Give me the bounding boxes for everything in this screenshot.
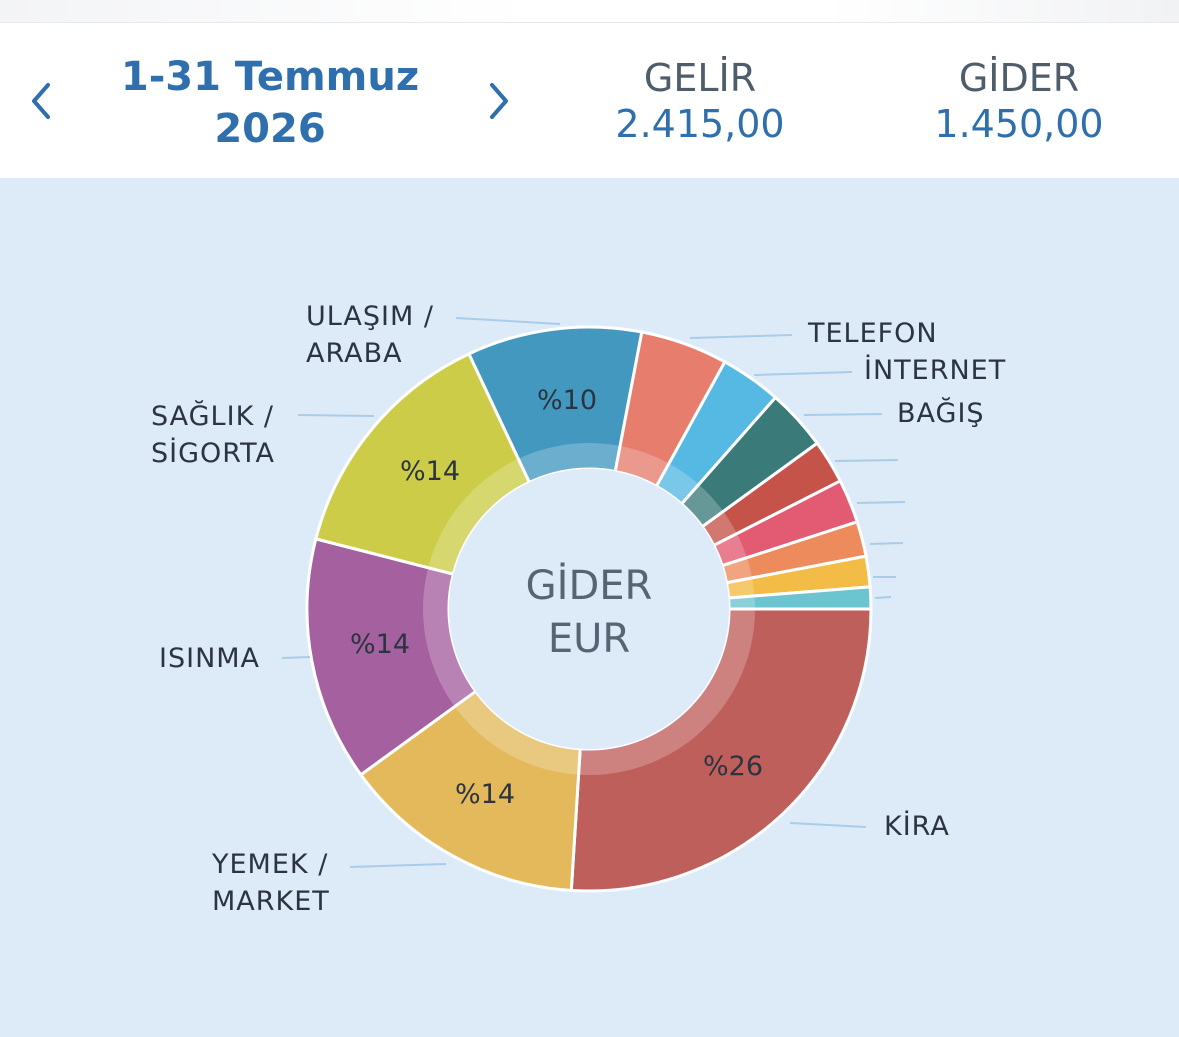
percent-label-yemek-market: %14 — [455, 779, 515, 810]
leader-line-bagis — [803, 413, 883, 416]
percent-label-ulasim-araba: %10 — [537, 385, 597, 416]
expense-title: GİDER — [958, 56, 1080, 100]
period-label: 1-31 Temmuz 2026 — [100, 51, 440, 155]
period-range: 1-31 Temmuz — [120, 54, 420, 100]
chart-panel: KİRA %26 YEMEK / MARKET %14 ISINMA %14 SAĞLIK /… — [0, 178, 1179, 1037]
center-label-line1: GİDER — [526, 561, 653, 609]
expense-donut-chart: KİRA %26 YEMEK / MARKET %14 ISINMA %14 SAĞLIK /… — [151, 301, 1006, 917]
leader-line-isinma — [281, 656, 311, 659]
slice-label-ulasim-araba: ULAŞIM / — [306, 301, 434, 332]
donut-hole — [449, 469, 729, 749]
period-year: 2026 — [214, 106, 326, 152]
slice-label-saglik-sigorta: SAĞLIK / — [151, 400, 274, 432]
slice-label-ulasim-araba: ARABA — [306, 338, 403, 369]
leader-line-internet — [753, 371, 853, 376]
percent-label-isinma: %14 — [350, 629, 410, 660]
leader-line-ulasim-araba — [455, 317, 561, 325]
center-label-line2: EUR — [548, 616, 630, 662]
leader-line-kira — [789, 822, 867, 828]
expense-value: 1.450,00 — [934, 102, 1104, 146]
percent-label-saglik-sigorta: %14 — [400, 456, 460, 487]
top-strip — [0, 0, 1179, 23]
slice-label-saglik-sigorta: SİGORTA — [151, 437, 275, 469]
next-period-button[interactable] — [478, 81, 518, 121]
summary-header: 1-31 Temmuz 2026 GELİR 2.415,00 GİDER 1.… — [0, 23, 1179, 201]
percent-label-kira: %26 — [703, 751, 763, 782]
slice-label-yemek-market: YEMEK / — [211, 849, 328, 880]
income-title: GELİR — [643, 56, 757, 100]
income-summary-tab[interactable]: GELİR 2.415,00 — [570, 55, 830, 147]
leader-line-unlabeled-9 — [834, 459, 899, 462]
slice-label-telefon: TELEFON — [807, 318, 938, 349]
income-value: 2.415,00 — [615, 102, 785, 146]
slice-label-bagis: BAĞIŞ — [897, 397, 985, 429]
previous-period-button[interactable] — [22, 81, 62, 121]
leader-line-unlabeled-13 — [874, 596, 892, 599]
leader-line-yemek-market — [349, 863, 447, 868]
leader-line-unlabeled-10 — [856, 501, 906, 504]
slice-label-isinma: ISINMA — [159, 643, 260, 674]
slice-label-kira: KİRA — [884, 810, 950, 842]
leader-line-telefon — [689, 334, 793, 339]
chevron-right-icon — [490, 83, 508, 119]
leader-line-saglik-sigorta — [297, 414, 375, 417]
slice-label-internet: İNTERNET — [864, 354, 1006, 386]
chevron-left-icon — [32, 83, 50, 119]
slice-label-yemek-market: MARKET — [212, 886, 330, 917]
expense-summary-tab[interactable]: GİDER 1.450,00 — [889, 55, 1149, 147]
leader-line-unlabeled-11 — [869, 542, 904, 545]
